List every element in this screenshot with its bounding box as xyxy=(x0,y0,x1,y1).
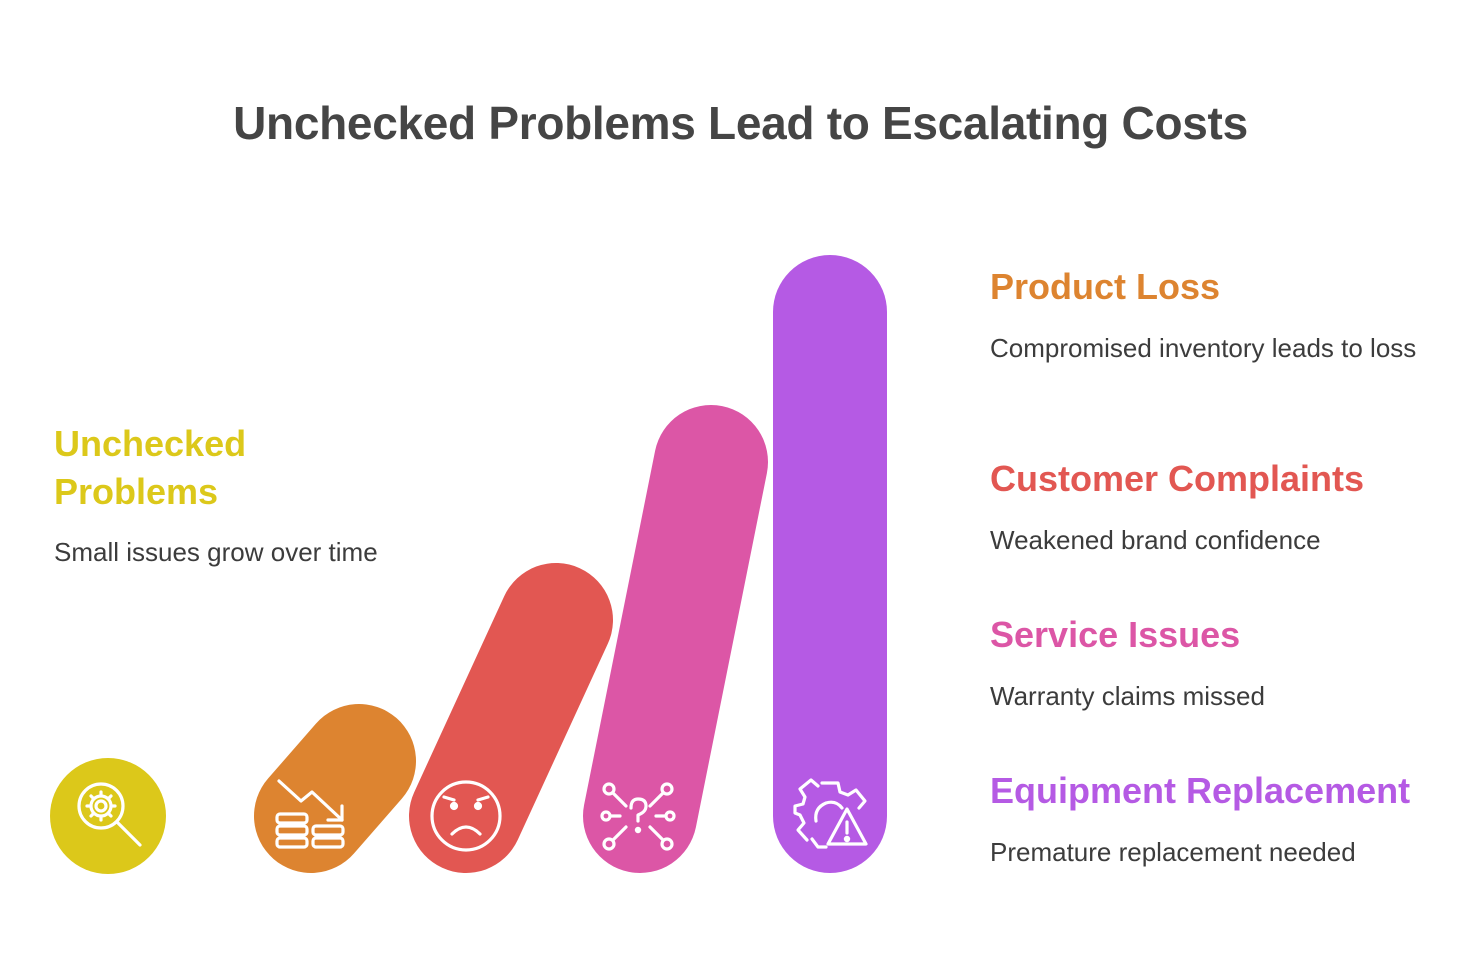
stage-product-loss: Product Loss Compromised inventory leads… xyxy=(990,266,1460,366)
stage-customer-complaints: Customer Complaints Weakened brand confi… xyxy=(990,458,1460,558)
stage-heading: Service Issues xyxy=(990,614,1241,655)
stage-equipment-replacement: Equipment Replacement Premature replacem… xyxy=(990,770,1460,870)
stage-description: Compromised inventory leads to loss xyxy=(990,333,1417,363)
bar-service-issues xyxy=(583,405,768,873)
sad-face-icon xyxy=(430,780,502,852)
start-description: Small issues grow over time xyxy=(54,537,378,567)
declining-coins-icon xyxy=(275,779,345,849)
search-gear-icon xyxy=(77,782,142,847)
start-label: Unchecked Problems Small issues grow ove… xyxy=(54,420,414,570)
page-title: Unchecked Problems Lead to Escalating Co… xyxy=(233,97,1248,149)
stage-service-issues: Service Issues Warranty claims missed xyxy=(990,614,1460,714)
start-heading: Unchecked Problems xyxy=(54,423,247,512)
stage-heading: Equipment Replacement xyxy=(990,770,1411,811)
bar-product-loss xyxy=(254,704,416,873)
stage-heading: Product Loss xyxy=(990,266,1221,307)
network-question-icon xyxy=(600,782,676,851)
stage-description: Premature replacement needed xyxy=(990,837,1356,867)
stage-description: Weakened brand confidence xyxy=(990,525,1321,555)
stage-heading: Customer Complaints xyxy=(990,458,1365,499)
gear-warning-icon xyxy=(793,778,868,849)
start-circle xyxy=(50,758,166,874)
stage-description: Warranty claims missed xyxy=(990,681,1265,711)
bar-customer-complaints xyxy=(409,563,613,873)
